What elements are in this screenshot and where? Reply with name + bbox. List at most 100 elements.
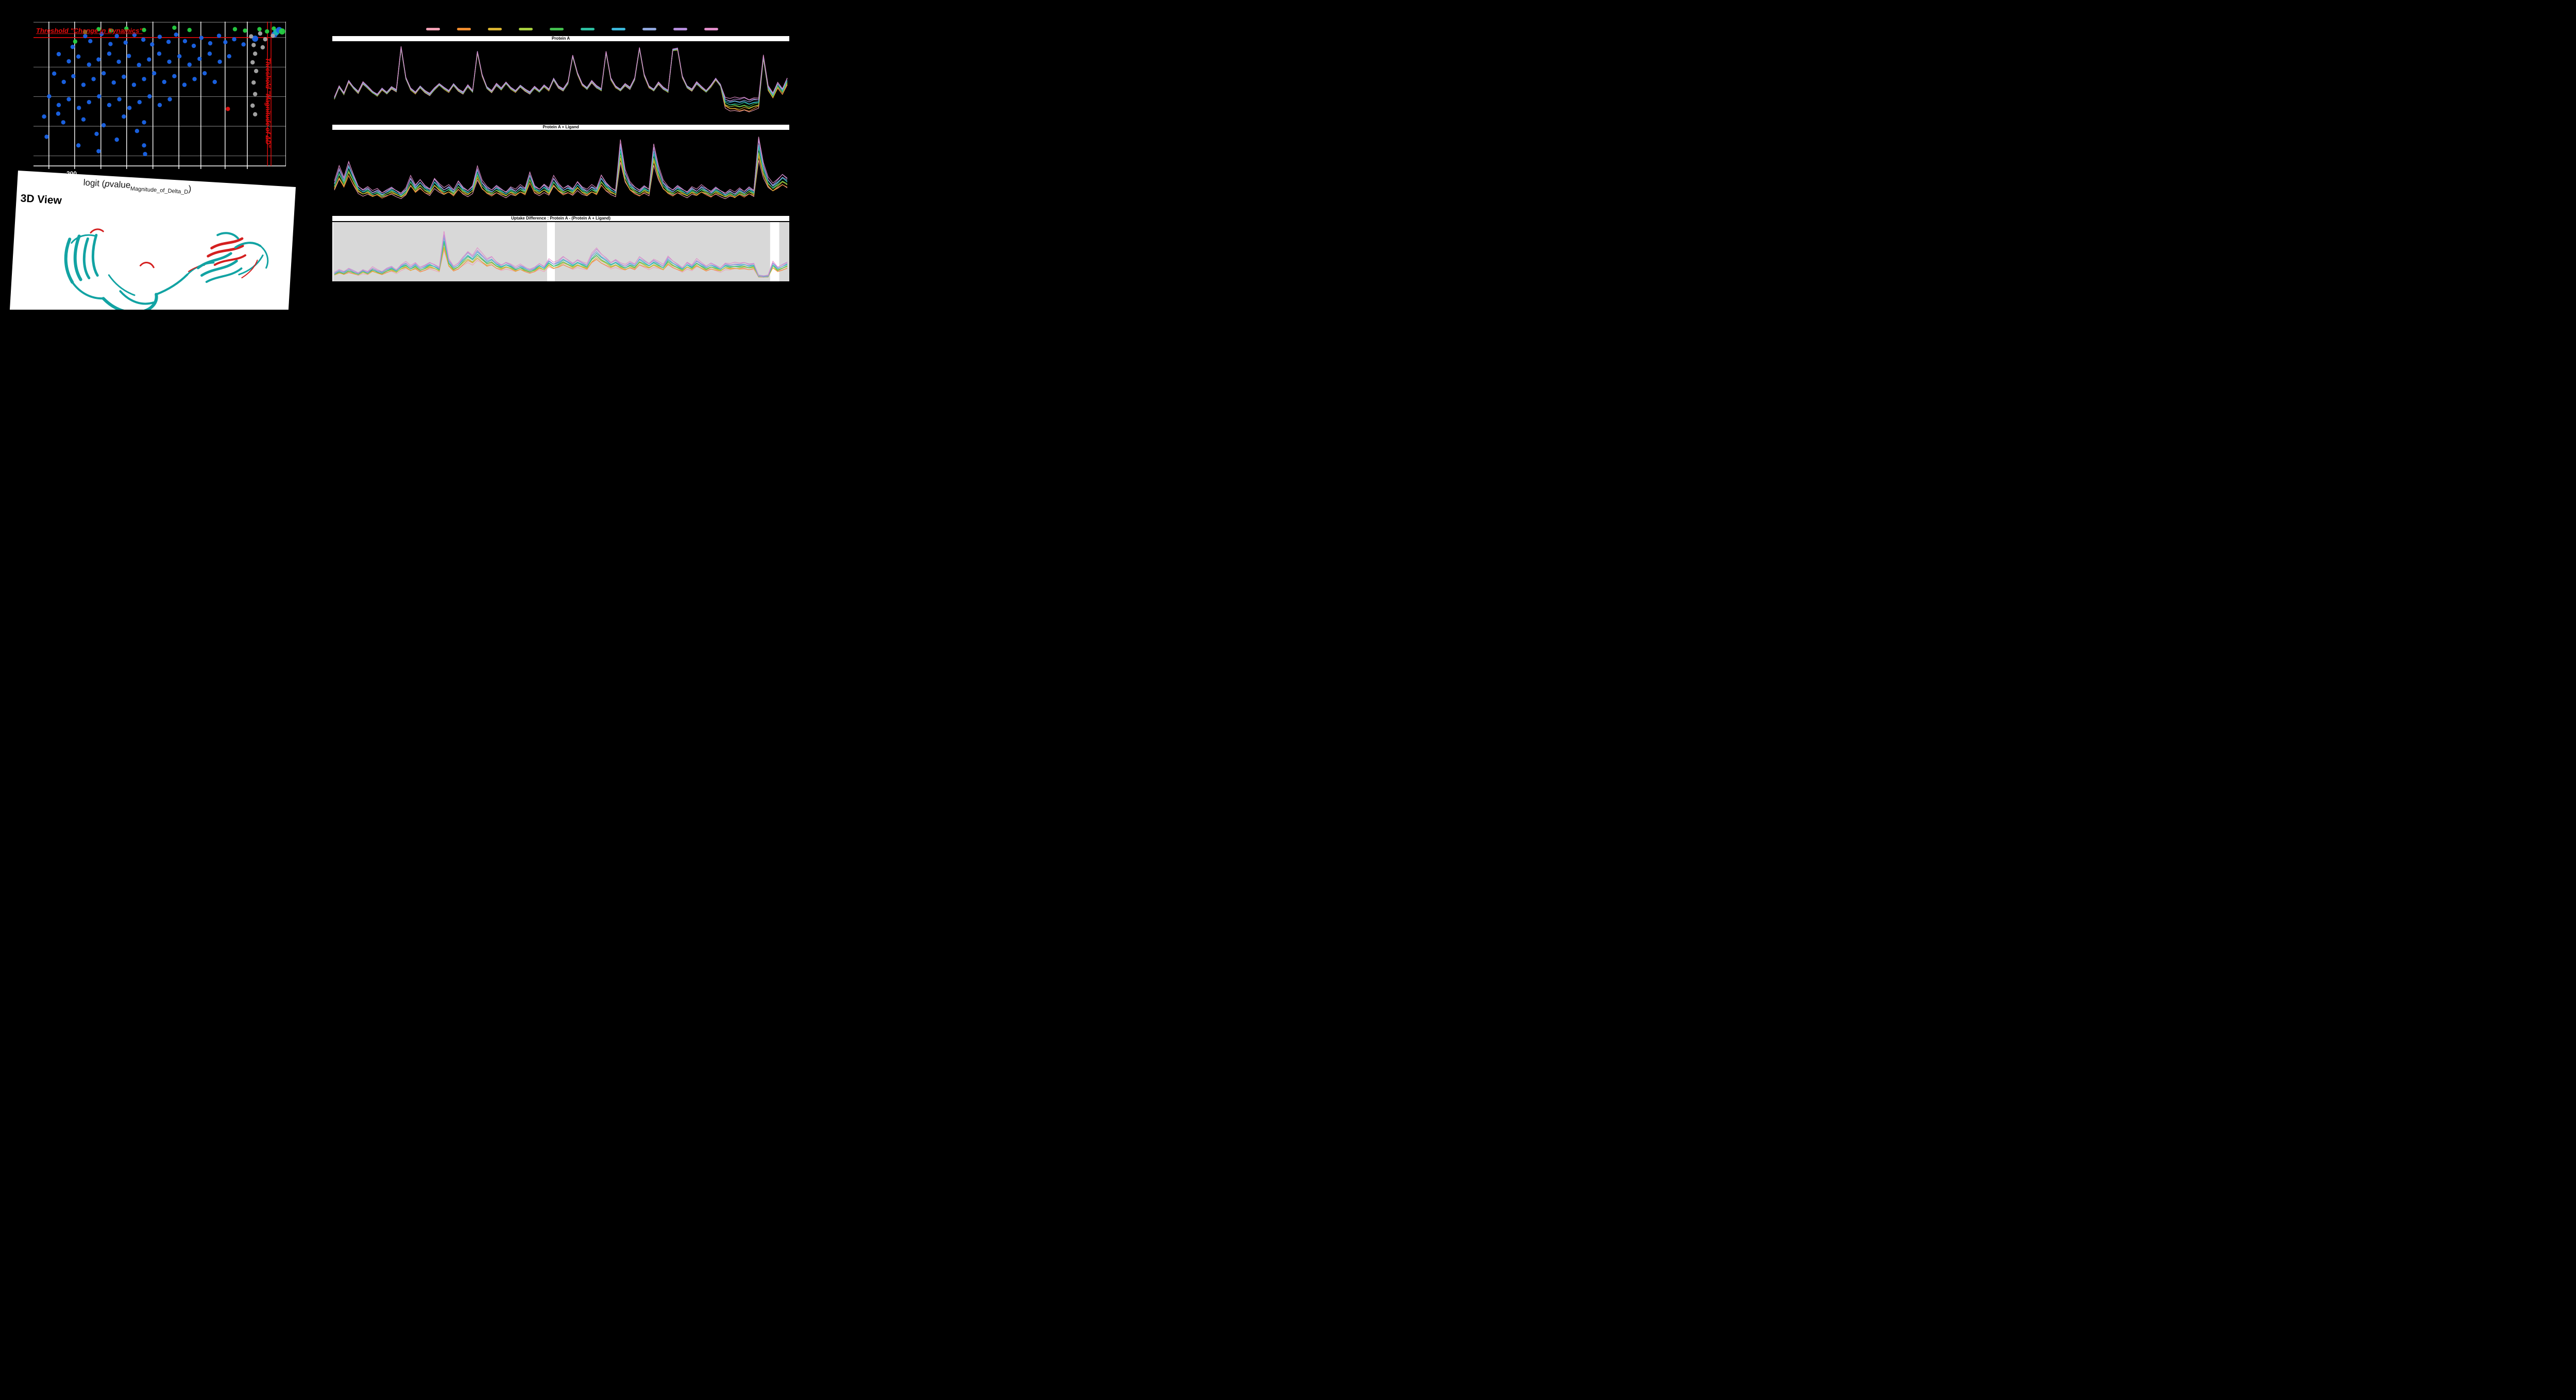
- uptake-line-10[interactable]: [334, 231, 788, 277]
- data-point[interactable]: [226, 107, 230, 111]
- data-point[interactable]: [131, 82, 137, 87]
- data-point[interactable]: [94, 131, 99, 136]
- legend-dash-5[interactable]: [549, 27, 564, 30]
- uptake-series[interactable]: [334, 137, 788, 199]
- data-point[interactable]: [107, 103, 112, 107]
- data-point[interactable]: [96, 149, 101, 154]
- data-point[interactable]: [124, 26, 129, 31]
- data-point[interactable]: [123, 40, 128, 45]
- data-point[interactable]: [107, 52, 112, 56]
- uptake-line-1[interactable]: [334, 160, 788, 199]
- uptake-line-10[interactable]: [334, 137, 788, 194]
- data-point[interactable]: [56, 103, 61, 107]
- data-point[interactable]: [260, 45, 265, 49]
- data-point[interactable]: [137, 100, 142, 105]
- data-point[interactable]: [241, 42, 246, 47]
- data-point[interactable]: [109, 28, 114, 33]
- data-point[interactable]: [116, 59, 121, 64]
- data-point[interactable]: [250, 103, 255, 108]
- data-point[interactable]: [66, 97, 71, 102]
- data-point[interactable]: [187, 28, 192, 32]
- data-point[interactable]: [142, 28, 146, 32]
- legend-dash-10[interactable]: [704, 27, 718, 30]
- legend-dash-2[interactable]: [456, 27, 471, 30]
- data-point[interactable]: [162, 79, 166, 85]
- uptake-difference-chart[interactable]: [332, 221, 789, 284]
- data-point[interactable]: [47, 94, 52, 99]
- data-point[interactable]: [142, 143, 146, 148]
- data-point[interactable]: [147, 57, 151, 62]
- data-point[interactable]: [83, 30, 88, 35]
- data-point[interactable]: [142, 120, 146, 125]
- data-point[interactable]: [191, 43, 196, 48]
- uptake-series[interactable]: [334, 46, 788, 112]
- data-point[interactable]: [117, 97, 122, 102]
- data-point[interactable]: [141, 37, 146, 42]
- data-point[interactable]: [232, 27, 238, 31]
- data-point[interactable]: [134, 129, 140, 133]
- uptake-line-9[interactable]: [334, 234, 788, 277]
- data-point[interactable]: [87, 100, 91, 105]
- data-point[interactable]: [216, 33, 222, 38]
- data-point[interactable]: [279, 28, 285, 35]
- data-point[interactable]: [101, 123, 106, 128]
- data-point[interactable]: [270, 33, 275, 38]
- data-point[interactable]: [172, 25, 177, 30]
- data-point[interactable]: [99, 31, 104, 36]
- data-point[interactable]: [81, 82, 86, 87]
- legend-dash-1[interactable]: [426, 27, 440, 30]
- data-point[interactable]: [253, 112, 258, 116]
- data-point[interactable]: [137, 62, 141, 68]
- data-point[interactable]: [91, 77, 96, 81]
- protein-structure[interactable]: [31, 209, 284, 310]
- data-point[interactable]: [132, 32, 137, 37]
- data-point[interactable]: [152, 71, 157, 76]
- data-point[interactable]: [243, 28, 247, 33]
- data-point[interactable]: [258, 31, 263, 36]
- data-point[interactable]: [127, 106, 132, 110]
- data-point[interactable]: [157, 35, 162, 39]
- data-point[interactable]: [42, 114, 46, 119]
- data-point[interactable]: [150, 42, 155, 47]
- data-point[interactable]: [257, 27, 262, 31]
- uptake-series[interactable]: [334, 231, 788, 278]
- data-point[interactable]: [263, 37, 267, 42]
- legend-dash-4[interactable]: [518, 27, 533, 30]
- data-point[interactable]: [122, 74, 126, 79]
- data-point[interactable]: [199, 36, 204, 40]
- data-point[interactable]: [61, 120, 65, 125]
- data-point[interactable]: [253, 92, 258, 96]
- data-point[interactable]: [167, 59, 172, 64]
- data-point[interactable]: [114, 33, 119, 39]
- uptake-line-10[interactable]: [334, 46, 788, 100]
- legend-dash-9[interactable]: [673, 27, 687, 30]
- data-point[interactable]: [253, 52, 258, 56]
- data-point[interactable]: [157, 52, 162, 56]
- data-point[interactable]: [114, 137, 119, 142]
- uptake-line-3[interactable]: [334, 48, 788, 110]
- data-point[interactable]: [101, 71, 106, 76]
- data-point[interactable]: [174, 32, 178, 37]
- data-point[interactable]: [182, 82, 187, 87]
- data-point[interactable]: [166, 40, 171, 44]
- data-point[interactable]: [142, 77, 146, 81]
- legend-dash-8[interactable]: [642, 27, 656, 30]
- data-point[interactable]: [252, 36, 259, 42]
- uptake-chart-protein-a-ligand[interactable]: [332, 130, 789, 214]
- scatter-points[interactable]: [42, 25, 285, 157]
- data-point[interactable]: [250, 60, 255, 65]
- data-point[interactable]: [66, 59, 71, 64]
- uptake-line-9[interactable]: [334, 139, 788, 195]
- uptake-line-7[interactable]: [334, 144, 788, 196]
- data-point[interactable]: [172, 74, 177, 78]
- data-point[interactable]: [70, 44, 75, 49]
- data-point[interactable]: [77, 106, 81, 110]
- data-point[interactable]: [76, 54, 81, 59]
- data-point[interactable]: [73, 39, 78, 44]
- data-point[interactable]: [56, 111, 61, 116]
- data-point[interactable]: [208, 41, 213, 46]
- data-point[interactable]: [202, 71, 207, 76]
- data-point[interactable]: [157, 103, 162, 107]
- data-point[interactable]: [182, 39, 188, 43]
- data-point[interactable]: [122, 114, 126, 119]
